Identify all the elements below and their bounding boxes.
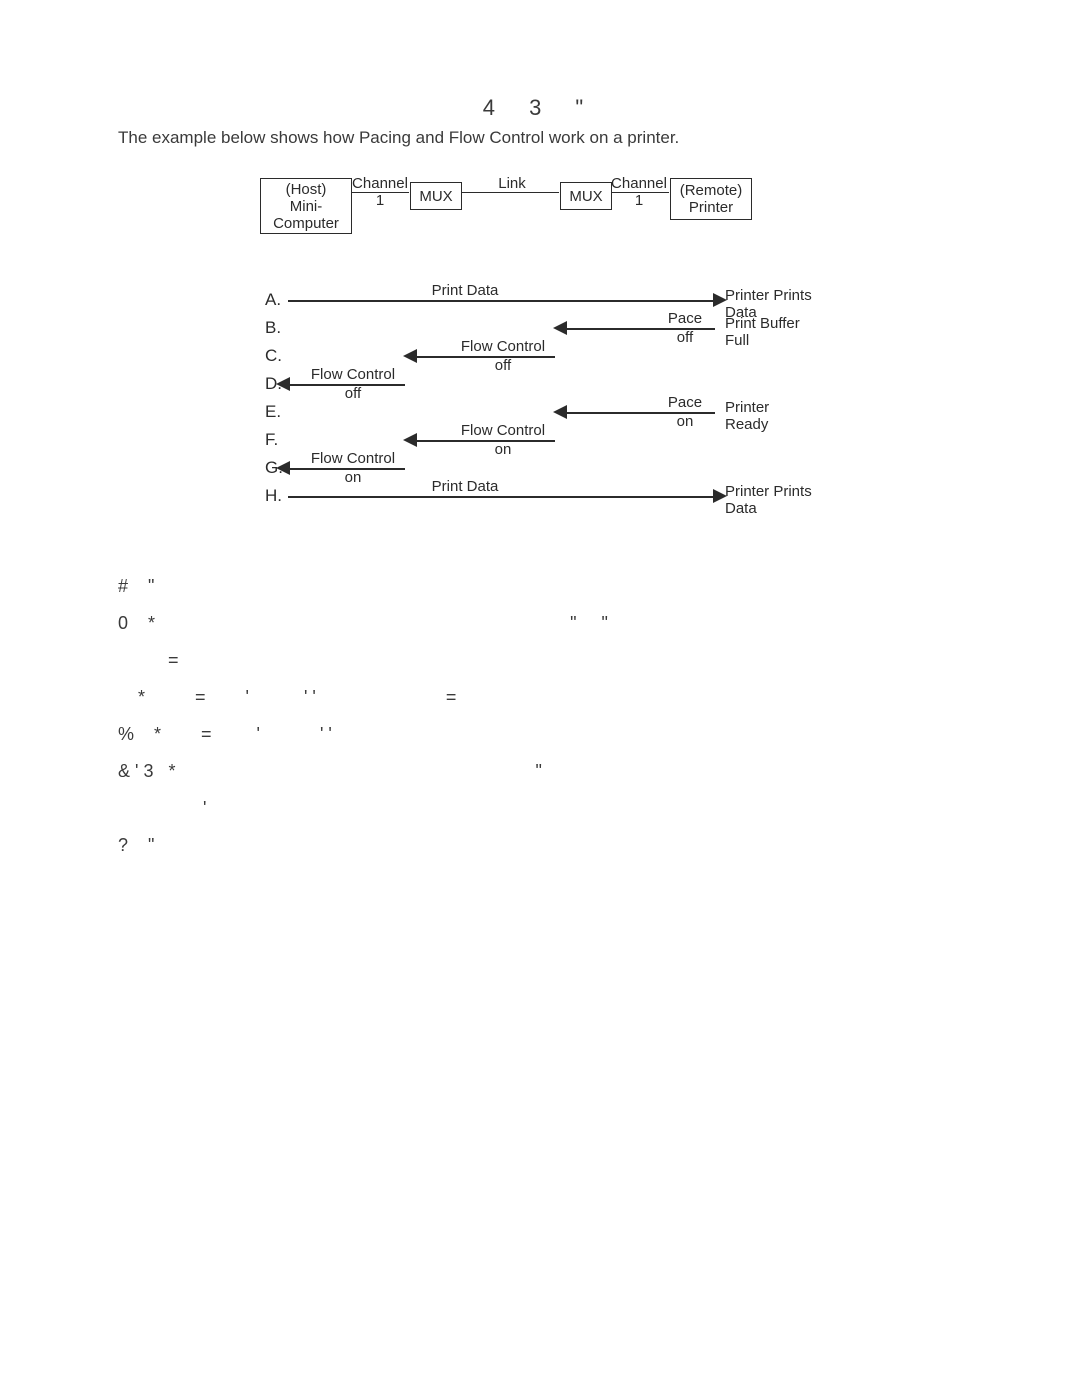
arrow-left-icon bbox=[403, 349, 417, 363]
flow-diagram: (Host) Mini- Computer Channel 1 MUX Link… bbox=[260, 178, 820, 538]
step-letter-H: H. bbox=[265, 486, 282, 506]
footer-line-7: & ' 3 * " bbox=[118, 761, 838, 782]
intro-text: The example below shows how Pacing and F… bbox=[118, 128, 679, 148]
link-channel-b-bot: 1 bbox=[609, 193, 669, 209]
host-line2: Mini- bbox=[290, 198, 323, 215]
arrow-line-A bbox=[288, 300, 715, 302]
page: 4 3 " The example below shows how Pacing… bbox=[0, 0, 1080, 1397]
arrow-label-top-C: Flow Control bbox=[455, 338, 551, 357]
link-link-top: Link bbox=[482, 176, 542, 192]
step-row-G: G.Flow Controlon bbox=[260, 456, 820, 486]
mux-box-1: MUX bbox=[410, 182, 462, 210]
host-line1: (Host) bbox=[286, 181, 327, 198]
arrow-left-icon bbox=[276, 461, 290, 475]
step-letter-A: A. bbox=[265, 290, 281, 310]
mux1-label: MUX bbox=[419, 188, 452, 205]
arrow-label-top-D: Flow Control bbox=[305, 366, 401, 385]
step-row-H: H.Print DataPrinter PrintsData bbox=[260, 484, 820, 514]
remote-line2: Printer bbox=[689, 199, 733, 216]
step-row-A: A.Print DataPrinter PrintsData bbox=[260, 288, 820, 318]
footer-text-block: # "0 * " " = * = ' ' ' =% * = bbox=[118, 576, 838, 872]
link-link bbox=[461, 192, 559, 193]
footer-line-2: = bbox=[118, 650, 838, 671]
arrow-label-top-H: Print Data bbox=[425, 478, 505, 496]
link-channel-a-top: Channel bbox=[350, 176, 410, 192]
mux2-label: MUX bbox=[569, 188, 602, 205]
host-box: (Host) Mini- Computer bbox=[260, 178, 352, 234]
footer-line-1: 0 * " " bbox=[118, 613, 838, 634]
arrow-line-H bbox=[288, 496, 715, 498]
arrow-label-top-A: Print Data bbox=[425, 282, 505, 300]
arrow-left-icon bbox=[403, 433, 417, 447]
step-side-text-H: Printer PrintsData bbox=[725, 483, 845, 517]
link-channel-a-bot: 1 bbox=[350, 193, 410, 209]
arrow-label-top-F: Flow Control bbox=[455, 422, 551, 441]
page-header-fragment: 4 3 " bbox=[0, 95, 1080, 121]
device-chain: (Host) Mini- Computer Channel 1 MUX Link… bbox=[260, 178, 820, 232]
arrow-left-icon bbox=[276, 377, 290, 391]
footer-line-0: # " bbox=[118, 576, 838, 597]
remote-line1: (Remote) bbox=[680, 182, 743, 199]
step-row-D: D.Flow Controloff bbox=[260, 372, 820, 402]
arrow-label-top-E: Pace bbox=[655, 394, 715, 413]
step-letter-F: F. bbox=[265, 430, 278, 450]
footer-line-8: ' bbox=[118, 798, 838, 819]
remote-box: (Remote) Printer bbox=[670, 178, 752, 220]
arrow-label-top-G: Flow Control bbox=[305, 450, 401, 469]
step-letter-C: C. bbox=[265, 346, 282, 366]
arrow-label-top-B: Pace bbox=[655, 310, 715, 329]
footer-line-5: % * = ' ' ' bbox=[118, 724, 838, 745]
host-line3: Computer bbox=[273, 215, 339, 232]
arrow-left-icon bbox=[553, 405, 567, 419]
link-channel-b-top: Channel bbox=[609, 176, 669, 192]
mux-box-2: MUX bbox=[560, 182, 612, 210]
footer-line-9: ? " bbox=[118, 835, 838, 856]
step-letter-E: E. bbox=[265, 402, 281, 422]
footer-line-3: * = ' ' ' = bbox=[118, 687, 838, 708]
arrow-left-icon bbox=[553, 321, 567, 335]
step-letter-B: B. bbox=[265, 318, 281, 338]
